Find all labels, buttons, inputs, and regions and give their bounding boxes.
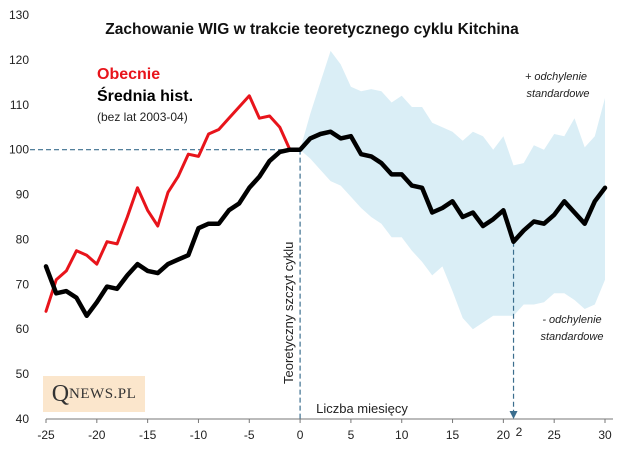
x-tick-label: -25: [37, 428, 55, 442]
y-tick-label: 70: [16, 277, 30, 291]
peak-label: Teoretyczny szczyt cyklu: [281, 242, 296, 384]
band-upper-label: + odchylenie standardowe: [525, 71, 590, 100]
y-tick-label: 120: [9, 53, 29, 67]
x-tick-label: -20: [88, 428, 106, 442]
band-upper-label-line: + odchylenie: [525, 71, 587, 83]
trough-arrow-head: [509, 411, 518, 419]
y-tick-label: 60: [16, 322, 30, 336]
y-tick-label: 40: [16, 412, 30, 426]
x-tick-label: 30: [598, 428, 612, 442]
y-tick-label: 90: [16, 188, 30, 202]
y-tick-label: 110: [10, 98, 29, 112]
legend-current: Obecnie: [97, 66, 160, 83]
y-tick-label: 80: [16, 232, 30, 246]
band-lower-label-line: standardowe: [541, 331, 604, 343]
x-axis-label: Liczba miesięcy: [316, 401, 408, 416]
logo-rest: NEWS.PL: [69, 385, 137, 402]
series-line-average: [43, 129, 608, 319]
y-tick-label: 100: [9, 143, 29, 157]
x-tick-label: 5: [348, 428, 355, 442]
y-tick-label: 130: [9, 8, 29, 22]
logo-q: Q: [51, 380, 70, 407]
band-lower-label: - odchylenie standardowe: [541, 314, 604, 343]
trough-label: 2: [516, 425, 523, 439]
x-tick-label: -15: [139, 428, 157, 442]
chart-title: Zachowanie WIG w trakcie teoretycznego c…: [105, 21, 519, 38]
band-lower-label-line: - odchylenie: [542, 314, 601, 326]
x-tick-label: -5: [244, 428, 255, 442]
legend-average: Średnia hist.: [97, 86, 193, 105]
x-tick-label: 25: [548, 428, 562, 442]
std-deviation-band: [300, 50, 605, 330]
x-tick-label: -10: [190, 428, 208, 442]
y-tick-label: 50: [16, 367, 30, 381]
x-tick-label: 0: [297, 428, 304, 442]
band-upper-label-line: standardowe: [527, 88, 590, 100]
legend-average-note: (bez lat 2003-04): [97, 110, 188, 124]
x-tick-label: 10: [395, 428, 409, 442]
x-tick-label: 15: [446, 428, 460, 442]
series-line-current: [44, 94, 302, 313]
x-tick-label: 20: [497, 428, 511, 442]
qnews-logo: Q NEWS.PL: [43, 376, 145, 412]
